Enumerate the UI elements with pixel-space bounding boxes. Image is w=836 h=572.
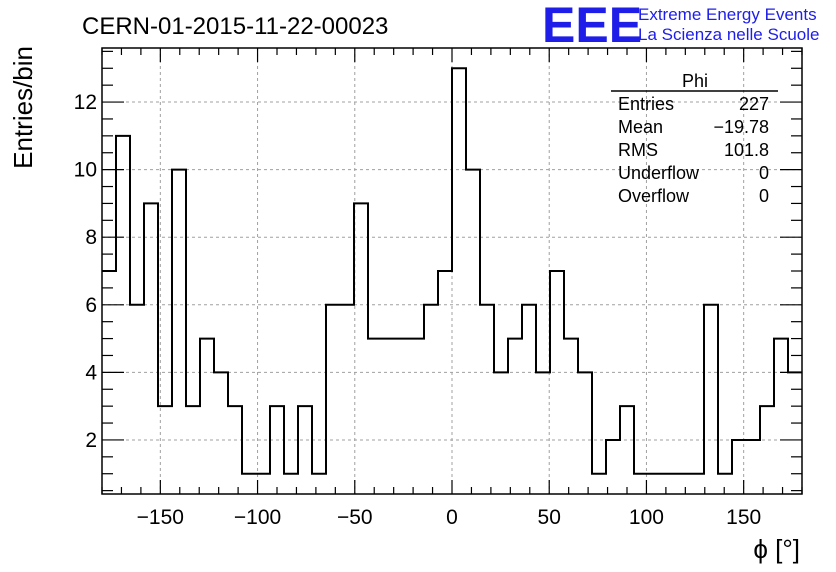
x-tick-labels: −150 −100 −50 0 50 100 150 (137, 506, 762, 529)
stats-overflow-label: Overflow (618, 186, 690, 206)
y-tick-labels: 2 4 6 8 10 12 (74, 91, 98, 452)
stats-rms-value: 101.8 (724, 140, 769, 160)
logo-line-1: Extreme Energy Events (638, 5, 817, 24)
x-tick-label: −50 (337, 506, 373, 529)
x-axis-title: ϕ [°] (753, 534, 800, 564)
stats-underflow-value: 0 (759, 163, 769, 183)
y-tick-label: 2 (85, 429, 97, 452)
stats-rms-label: RMS (618, 140, 658, 160)
stats-mean-value: −19.78 (713, 117, 769, 137)
y-axis-title: Entries/bin (8, 46, 38, 169)
y-tick-label: 6 (85, 294, 97, 317)
axis-ticks (101, 48, 803, 494)
stats-name: Phi (682, 71, 708, 91)
histogram-series-line (102, 67, 802, 475)
logo-line-2: La Scienza nelle Scuole (638, 25, 819, 44)
stats-box: Phi Entries 227 Mean −19.78 RMS 101.8 Un… (611, 71, 778, 206)
x-tick-label: 0 (446, 506, 458, 529)
x-tick-label: −150 (137, 506, 184, 529)
chart-title: CERN-01-2015-11-22-00023 (82, 13, 388, 40)
y-tick-label: 10 (74, 159, 97, 182)
eee-logo: EEE Extreme Energy Events La Scienza nel… (542, 0, 819, 53)
x-tick-label: 50 (538, 506, 561, 529)
y-tick-label: 8 (85, 226, 97, 249)
x-tick-label: 150 (726, 506, 761, 529)
stats-underflow-label: Underflow (618, 163, 700, 183)
y-tick-label: 4 (85, 361, 97, 384)
stats-entries-label: Entries (618, 94, 674, 114)
x-tick-label: −100 (234, 506, 281, 529)
x-tick-label: 100 (629, 506, 664, 529)
eee-logo-text: EEE (542, 0, 642, 53)
stats-entries-value: 227 (739, 94, 769, 114)
stats-overflow-value: 0 (759, 186, 769, 206)
stats-mean-label: Mean (618, 117, 663, 137)
y-tick-label: 12 (74, 91, 97, 114)
